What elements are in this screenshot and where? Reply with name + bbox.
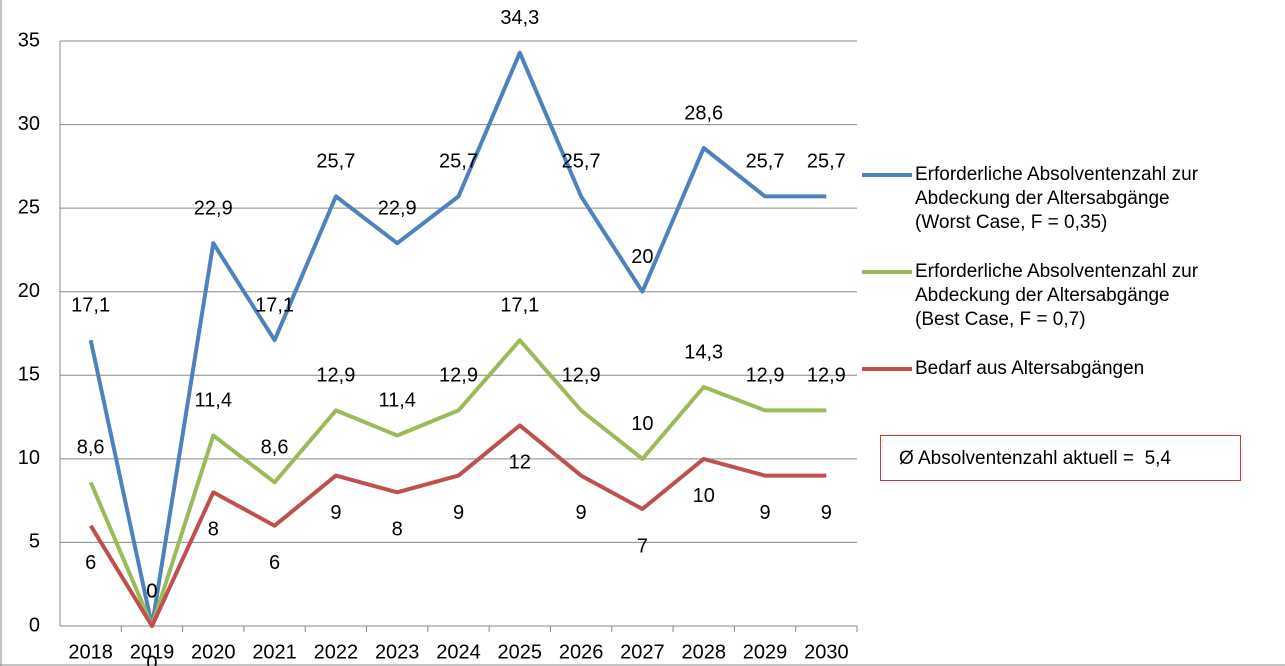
data-label: 11,4 <box>195 390 232 412</box>
data-label: 10 <box>631 413 653 435</box>
data-label: 10 <box>693 485 715 507</box>
data-label: 14,3 <box>684 341 723 363</box>
y-tick-label: 15 <box>18 364 40 386</box>
series-line <box>88 423 827 628</box>
data-label: 22,9 <box>194 198 233 220</box>
data-label: 25,7 <box>439 151 478 173</box>
annotation: Ø Absolventenzahl aktuell = 5,4 <box>880 435 1241 481</box>
data-label: 25,7 <box>562 151 601 173</box>
data-label: 12 <box>509 452 531 474</box>
data-label: 17,1 <box>71 294 110 316</box>
x-tick-label: 2023 <box>375 641 420 663</box>
data-label: 11,4 <box>378 390 415 412</box>
y-tick-label: 35 <box>18 29 40 51</box>
data-label: 22,9 <box>378 198 417 220</box>
data-label: 25,7 <box>316 151 355 173</box>
data-label: 9 <box>576 502 587 524</box>
y-tick-label: 25 <box>18 196 40 218</box>
x-tick-label: 2020 <box>191 641 236 663</box>
data-label: 0 <box>146 580 157 602</box>
data-label: 12,9 <box>807 365 846 387</box>
data-label: 9 <box>759 502 770 524</box>
y-tick-label: 5 <box>29 531 40 553</box>
data-label: 25,7 <box>746 151 785 173</box>
series-line <box>88 50 827 628</box>
data-label: 12,9 <box>316 365 355 387</box>
data-label: 9 <box>330 502 341 524</box>
data-label: 28,6 <box>684 102 723 124</box>
data-label: 8,6 <box>261 437 289 459</box>
x-tick-label: 2019 <box>130 641 175 663</box>
x-tick-label: 2027 <box>620 641 665 663</box>
data-label: 8 <box>392 519 403 541</box>
data-label: 17,1 <box>500 294 539 316</box>
data-label: 12,9 <box>562 365 601 387</box>
legend-label: Bedarf aus Altersabgängen <box>915 358 1145 379</box>
x-tick-label: 2028 <box>681 641 726 663</box>
data-label: 34,3 <box>500 7 539 29</box>
data-label: 25,7 <box>807 151 846 173</box>
y-tick-label: 10 <box>18 447 40 469</box>
data-label: 8 <box>208 519 219 541</box>
x-tick-label: 2029 <box>743 641 788 663</box>
data-label: 7 <box>637 535 648 557</box>
data-label: 8,6 <box>77 437 105 459</box>
data-label: 9 <box>453 502 464 524</box>
x-tick-label: 2022 <box>314 641 359 663</box>
data-label: 6 <box>269 552 280 574</box>
data-label: 0 <box>146 580 157 602</box>
legend-label: Erforderliche Absolventenzahl zur Abdeck… <box>915 261 1199 330</box>
data-label: 0 <box>146 652 157 666</box>
data-label: 12,9 <box>746 365 785 387</box>
x-tick-label: 2024 <box>436 641 481 663</box>
data-label: 12,9 <box>439 365 478 387</box>
legend-label: Erforderliche Absolventenzahl zur Abdeck… <box>915 164 1199 233</box>
y-tick-label: 30 <box>18 113 40 135</box>
x-tick-label: 2030 <box>804 641 849 663</box>
x-tick-label: 2026 <box>559 641 604 663</box>
data-label: 9 <box>821 502 832 524</box>
y-tick-label: 20 <box>18 280 40 302</box>
x-tick-label: 2018 <box>68 641 113 663</box>
x-tick-label: 2021 <box>252 641 297 663</box>
series-line <box>88 338 827 628</box>
data-label: 6 <box>85 552 96 574</box>
x-tick-label: 2025 <box>498 641 543 663</box>
data-label: 17,1 <box>255 294 294 316</box>
y-tick-label: 0 <box>29 614 40 636</box>
data-label: 20 <box>631 246 653 268</box>
